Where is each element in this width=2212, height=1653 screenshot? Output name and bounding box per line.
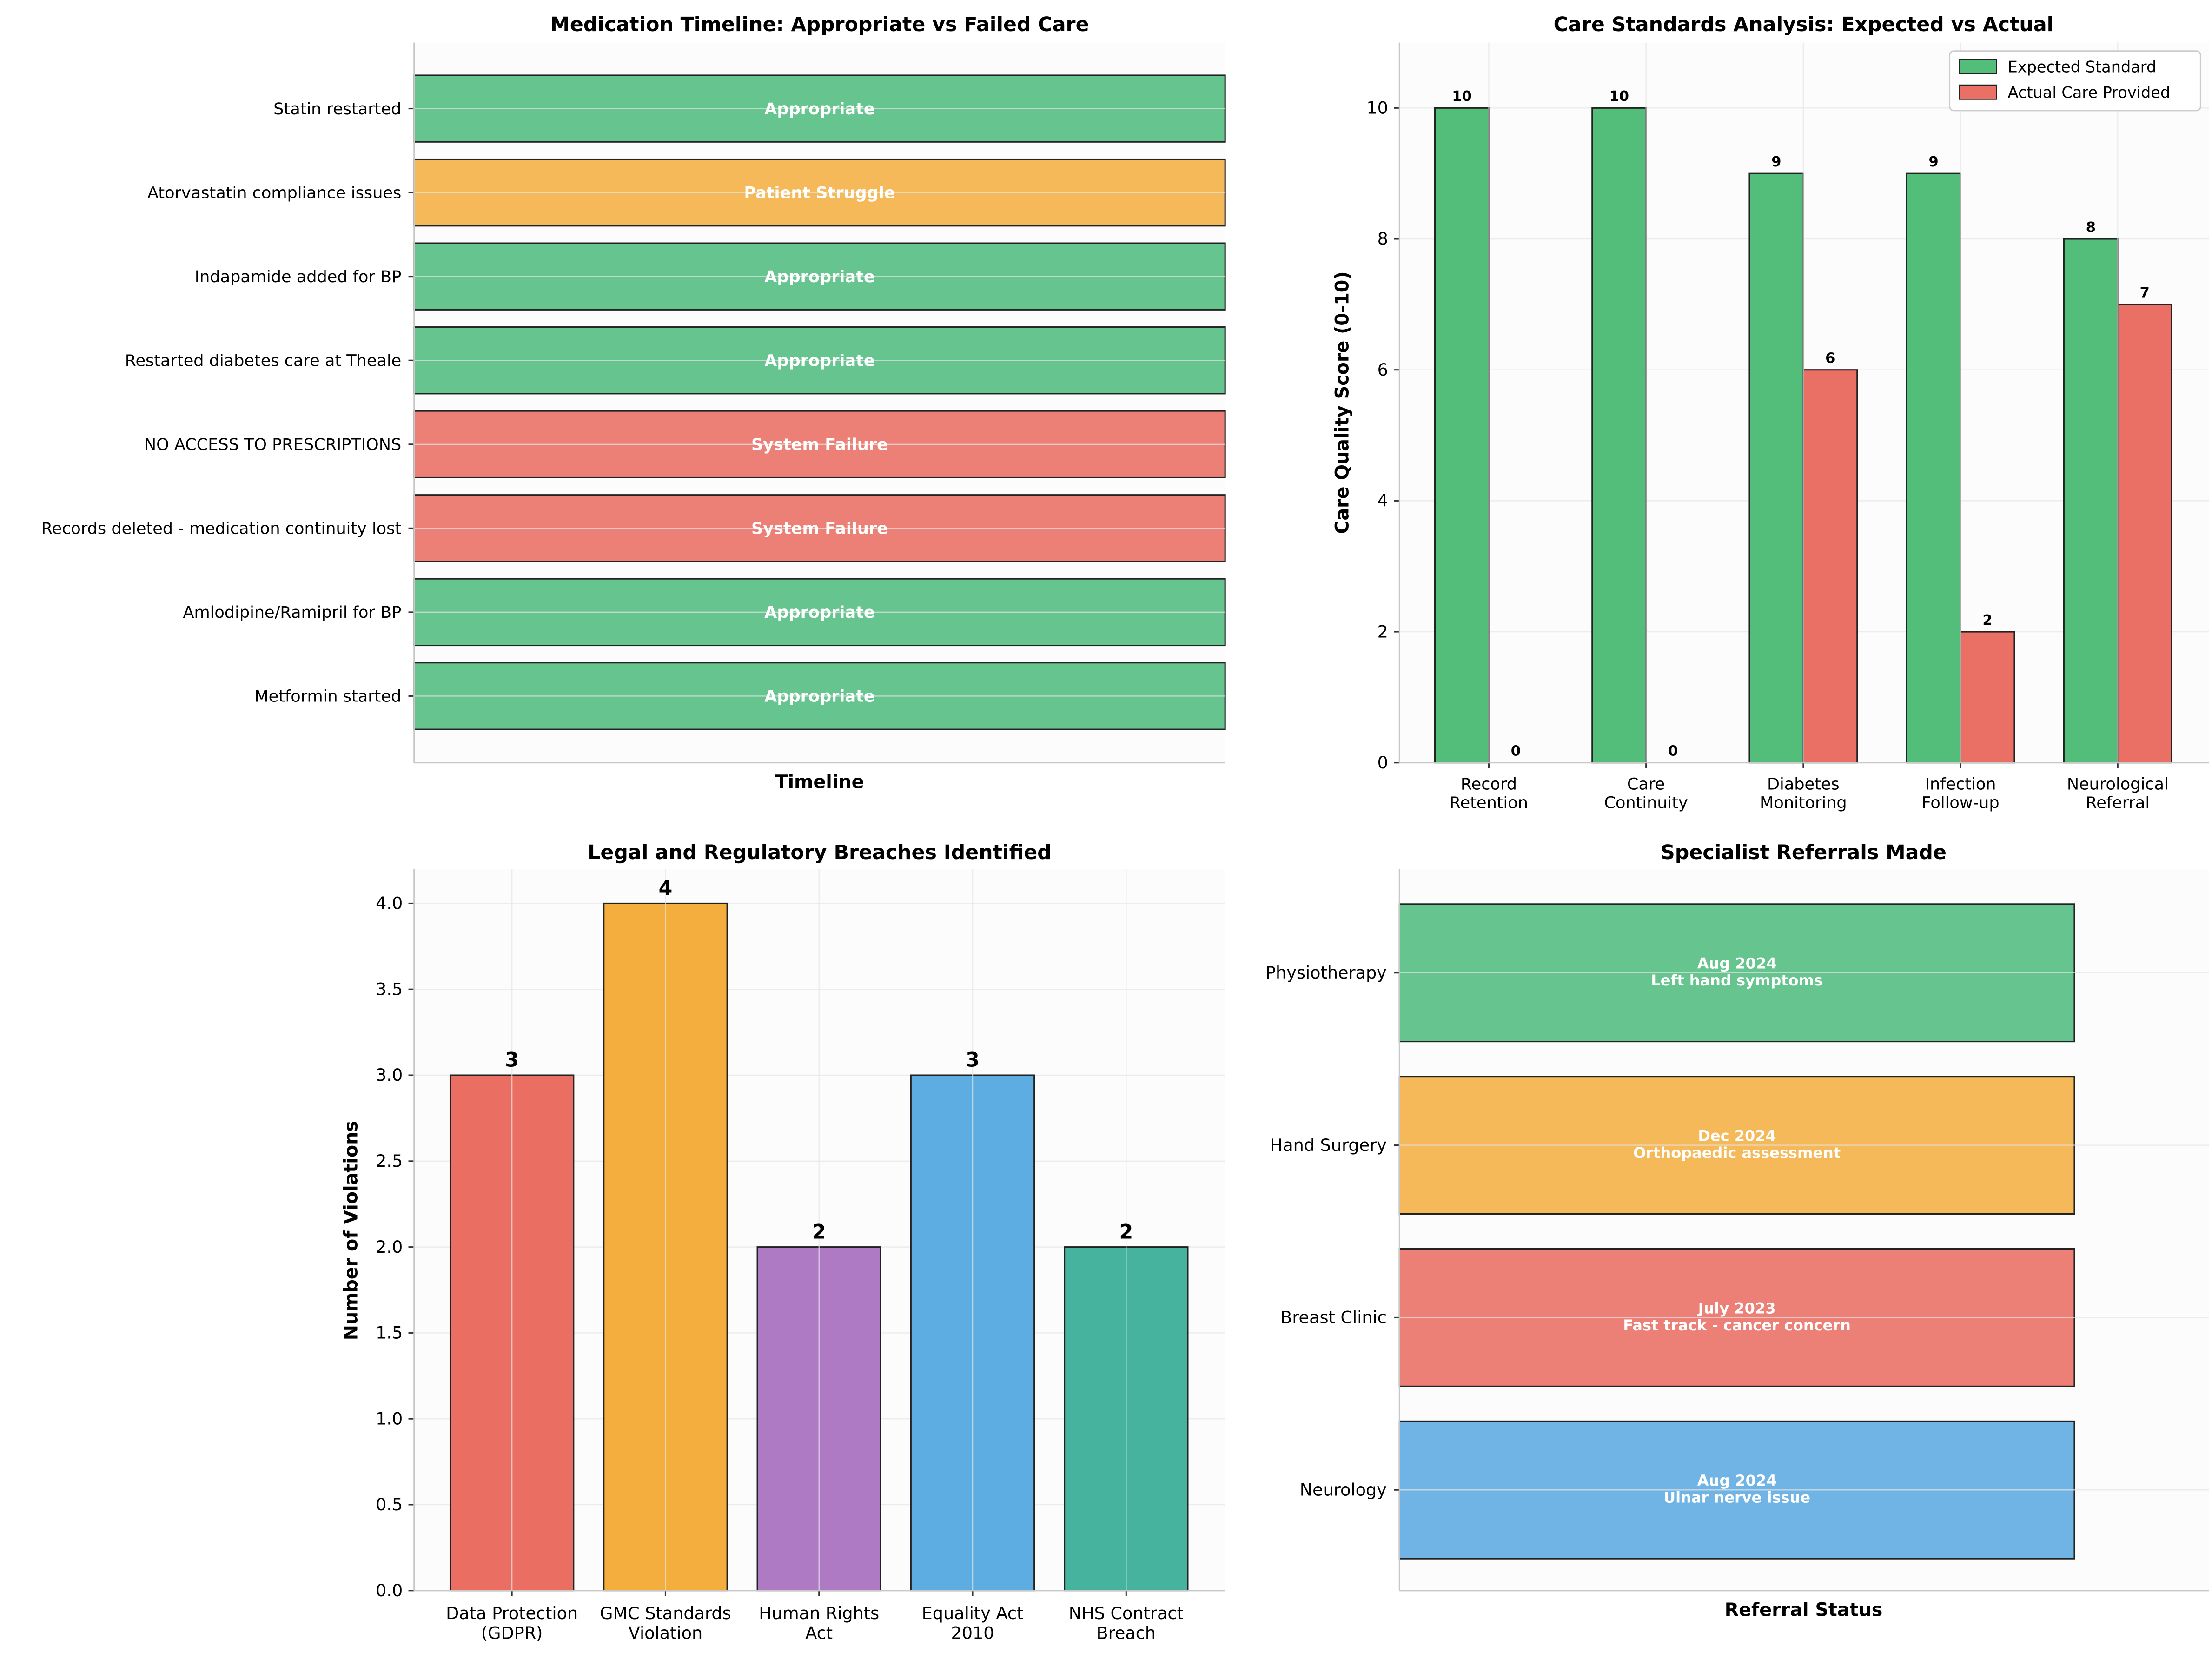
bar-actual xyxy=(1960,631,2015,764)
data-label: 9 xyxy=(1771,154,1781,170)
referral-date: July 2023 xyxy=(1697,1299,1776,1317)
y-tick-label: Physiotherapy xyxy=(1265,963,1387,983)
x-tick-label: NHS Contract Breach xyxy=(1069,1603,1184,1643)
bar-label: Appropriate xyxy=(764,267,874,286)
bar-expected xyxy=(1591,107,1647,764)
x-tick-label: Neurological Referral xyxy=(2067,775,2169,813)
y-tick-label: Restarted diabetes care at Theale xyxy=(125,351,402,370)
data-label: 2 xyxy=(1982,612,1992,628)
y-axis-label: Care Quality Score (0-10) xyxy=(1332,271,1353,534)
x-axis-label: Referral Status xyxy=(1725,1600,1883,1621)
y-tick-label: Indapamide added for BP xyxy=(195,267,401,286)
bar-label: Patient Struggle xyxy=(744,183,895,202)
x-axis-label: Timeline xyxy=(775,772,864,793)
legend-label: Expected Standard xyxy=(2008,58,2157,76)
bar-expected xyxy=(2063,238,2119,764)
y-tick-label: 0 xyxy=(1378,753,1388,773)
y-tick-label: 1.5 xyxy=(376,1323,403,1343)
y-axis-label: Number of Violations xyxy=(341,1121,362,1340)
chart-title: Medication Timeline: Appropriate vs Fail… xyxy=(550,13,1089,36)
x-tick-label: Care Continuity xyxy=(1604,775,1688,813)
data-label: 6 xyxy=(1825,350,1835,366)
data-label: 10 xyxy=(1452,88,1471,105)
data-label: 10 xyxy=(1609,88,1629,105)
referral-reason: Fast track - cancer concern xyxy=(1623,1316,1851,1334)
data-label: 4 xyxy=(659,877,673,900)
y-tick-label: 3.5 xyxy=(376,979,403,999)
legend: Expected Standard Actual Care Provided xyxy=(1949,50,2201,112)
y-tick-label: 2.0 xyxy=(376,1237,403,1257)
y-tick-label: 2.5 xyxy=(376,1151,403,1171)
legal-breaches-chart: 0.0 0.5 1.0 1.5 2.0 2.5 3.0 3.5 4.0 3 Data Protect… xyxy=(341,841,1225,1643)
referral-reason: Orthopaedic assessment xyxy=(1633,1144,1841,1162)
legend-box xyxy=(1949,50,2201,112)
y-tick-label: 10 xyxy=(1366,98,1388,118)
y-tick-label: Amlodipine/Ramipril for BP xyxy=(183,603,402,622)
plot-area xyxy=(414,42,1225,763)
bar-actual xyxy=(1802,369,1858,764)
referral-date: Aug 2024 xyxy=(1697,955,1777,972)
referral-reason: Left hand symptoms xyxy=(1651,972,1823,989)
chart-title: Care Standards Analysis: Expected vs Act… xyxy=(1554,13,2054,36)
referral-reason: Ulnar nerve issue xyxy=(1663,1489,1810,1507)
y-tick-label: 2 xyxy=(1378,622,1388,641)
x-tick-label: Diabetes Monitoring xyxy=(1760,775,1847,813)
y-tick-label: 1.0 xyxy=(376,1408,403,1428)
bar-expected xyxy=(1434,107,1490,764)
x-tick-label: Equality Act 2010 xyxy=(922,1603,1024,1643)
bar-label: System Failure xyxy=(751,519,888,538)
y-tick-label: 4 xyxy=(1378,491,1388,511)
y-tick-label: Breast Clinic xyxy=(1280,1308,1387,1328)
y-tick-label: Neurology xyxy=(1300,1480,1387,1500)
bar-expected xyxy=(1748,172,1804,764)
y-tick-label: 8 xyxy=(1378,229,1388,249)
y-tick-label: 3.0 xyxy=(376,1065,403,1085)
x-tick-label: Human Rights Act xyxy=(759,1603,879,1643)
data-label: 3 xyxy=(966,1049,980,1072)
y-tick-label: Records deleted - medication continuity … xyxy=(41,519,402,538)
referral-date: Dec 2024 xyxy=(1698,1127,1776,1144)
bar-label: Appropriate xyxy=(764,603,874,622)
x-tick-label: Data Protection (GDPR) xyxy=(446,1603,578,1643)
bar-label: Appropriate xyxy=(764,351,874,370)
data-label: 7 xyxy=(2140,285,2150,301)
y-tick-label: 6 xyxy=(1378,360,1388,380)
chart-title: Legal and Regulatory Breaches Identified xyxy=(588,841,1052,864)
data-label: 9 xyxy=(1929,154,1939,170)
bar-actual xyxy=(2117,304,2172,764)
y-tick-label: 0.5 xyxy=(376,1494,403,1514)
bar-label: System Failure xyxy=(751,435,888,454)
y-tick-label: Metformin started xyxy=(254,687,401,706)
y-tick-label: 0.0 xyxy=(376,1580,403,1600)
bar-label: Appropriate xyxy=(764,99,874,119)
data-label: 8 xyxy=(2086,219,2096,236)
data-label: 0 xyxy=(1511,743,1521,760)
x-tick-label: Infection Follow-up xyxy=(1922,775,2000,813)
referral-date: Aug 2024 xyxy=(1697,1472,1777,1489)
legend-swatch xyxy=(1959,59,1997,74)
y-tick-label: Hand Surgery xyxy=(1270,1135,1387,1155)
legend-label: Actual Care Provided xyxy=(2008,83,2171,101)
y-tick-label: Statin restarted xyxy=(273,99,401,119)
medication-timeline-chart: Appropriate Metformin started Appropriate A… xyxy=(41,13,1226,793)
y-tick-label: Atorvastatin compliance issues xyxy=(147,183,401,202)
bar-expected xyxy=(1906,172,1961,764)
care-standards-chart: 0 2 4 6 8 10 10 0 Record Retention 10 0 Care Continui… xyxy=(1332,13,2209,812)
y-tick-label: NO ACCESS TO PRESCRIPTIONS xyxy=(144,435,401,454)
bar-label: Appropriate xyxy=(764,687,874,706)
data-label: 2 xyxy=(1119,1220,1133,1243)
chart-title: Specialist Referrals Made xyxy=(1661,841,1947,864)
y-tick-label: 4.0 xyxy=(376,893,403,913)
data-label: 2 xyxy=(812,1220,826,1243)
data-label: 3 xyxy=(505,1049,519,1072)
x-tick-label: GMC Standards Violation xyxy=(600,1603,731,1643)
x-tick-label: Record Retention xyxy=(1450,775,1528,813)
legend-swatch xyxy=(1959,84,1997,100)
data-label: 0 xyxy=(1668,743,1678,760)
